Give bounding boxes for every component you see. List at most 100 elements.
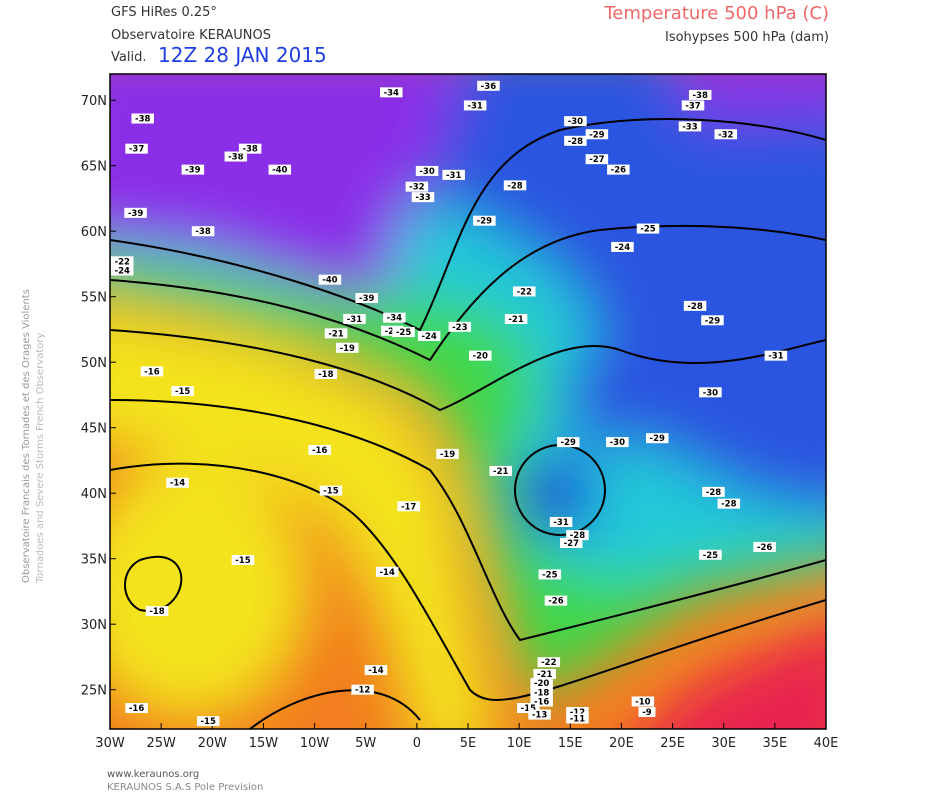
label-box <box>343 313 366 324</box>
label-text: -14 <box>380 568 395 578</box>
label-box <box>364 665 388 676</box>
temperature-label: -25 <box>538 569 562 580</box>
valid-label: Valid. <box>111 50 146 65</box>
y-tick-label: 70N <box>81 94 107 109</box>
label-box <box>318 274 342 285</box>
temperature-label: -25 <box>636 223 660 235</box>
temperature-label: -19 <box>336 342 359 354</box>
temperature-label: -22 <box>537 657 561 668</box>
label-box <box>701 315 724 326</box>
label-box <box>528 709 551 720</box>
y-tick-label: 50N <box>81 356 107 371</box>
temperature-label: -21 <box>489 465 512 477</box>
x-tick-label: 40E <box>814 736 839 751</box>
label-text: -39 <box>359 294 374 304</box>
label-text: -39 <box>185 166 200 176</box>
label-box <box>503 180 527 191</box>
temperature-label: -22 <box>513 286 536 297</box>
isohypses <box>110 118 826 729</box>
temperature-label: -31 <box>549 517 573 528</box>
label-box <box>607 164 630 175</box>
label-text: -14 <box>368 666 383 676</box>
label-text: -16 <box>129 704 144 714</box>
label-box <box>699 549 722 560</box>
label-text: -21 <box>328 329 343 339</box>
label-box <box>645 433 669 444</box>
label-text: -15 <box>521 704 536 714</box>
label-box <box>544 595 568 606</box>
temperature-label: -33 <box>678 121 702 132</box>
label-text: -22 <box>541 658 556 668</box>
label-text: -40 <box>272 166 287 176</box>
temperature-label: -28 <box>717 498 741 510</box>
label-box <box>380 87 403 98</box>
label-box <box>125 143 148 154</box>
label-box <box>681 100 705 111</box>
label-text: -28 <box>721 500 736 510</box>
temperature-label: -26 <box>544 595 568 607</box>
label-text: -18 <box>534 688 549 698</box>
x-tick-label: 35E <box>762 736 787 751</box>
label-box <box>717 498 741 509</box>
temperature-label: -31 <box>442 169 465 181</box>
temperature-label: -29 <box>585 129 609 140</box>
label-box <box>477 80 500 91</box>
label-box <box>636 223 660 234</box>
label-box <box>469 350 492 361</box>
temperature-label: -17 <box>397 501 420 512</box>
label-box <box>314 368 338 379</box>
label-text: -33 <box>415 193 430 203</box>
label-box <box>530 678 553 689</box>
label-box <box>392 327 415 338</box>
temperature-label: -20 <box>469 350 492 362</box>
y-tick-label: 65N <box>81 160 107 175</box>
label-text: -21 <box>537 670 552 680</box>
temperature-label: -15 <box>171 386 194 397</box>
label-text: -24 <box>615 243 630 253</box>
label-text: -15 <box>323 487 338 497</box>
label-text: -15 <box>235 556 250 566</box>
label-text: -18 <box>149 607 164 617</box>
y-tick-label: 55N <box>81 291 107 306</box>
temperature-label: -39 <box>355 293 378 304</box>
label-text: -29 <box>705 316 720 326</box>
label-box <box>537 657 561 668</box>
label-text: -29 <box>561 438 576 448</box>
temperature-label: -38 <box>131 113 154 125</box>
temperature-label: -31 <box>343 313 366 325</box>
footer-text: KERAUNOS S.A.S Pole Prevision <box>107 782 263 793</box>
label-box <box>463 100 487 111</box>
temperature-label: -28 <box>566 530 589 541</box>
label-text: -28 <box>507 181 522 191</box>
temperature-label: -30 <box>415 165 439 177</box>
label-text: -28 <box>687 302 702 312</box>
label-box <box>238 143 262 154</box>
label-text: -29 <box>589 130 604 140</box>
label-text: -28 <box>568 137 583 147</box>
label-text: -26 <box>611 166 626 176</box>
map-title: Temperature 500 hPa (C) <box>603 3 829 24</box>
temperature-label: -14 <box>166 477 189 489</box>
x-tick-label: 10E <box>507 736 532 751</box>
label-text: -29 <box>477 217 492 227</box>
x-tick-label: 0 <box>413 736 421 751</box>
x-tick-label: 15E <box>558 736 583 751</box>
label-box <box>606 437 629 448</box>
label-box <box>517 703 540 714</box>
temperature-label: -32 <box>405 181 429 193</box>
label-box <box>196 716 220 727</box>
label-box <box>566 713 589 724</box>
label-text: -34 <box>387 314 402 324</box>
temperature-label: -39 <box>181 164 205 176</box>
temperature-label: -39 <box>124 207 147 219</box>
label-box <box>417 331 441 341</box>
x-tick-label: 25E <box>660 736 685 751</box>
temperature-label: -22 <box>111 256 134 267</box>
temperature-label: -15 <box>196 716 220 727</box>
temperature-label: -31 <box>463 100 487 111</box>
label-text: -33 <box>682 122 697 132</box>
temperature-label: -24 <box>111 265 134 277</box>
label-box <box>436 448 459 459</box>
temperature-label: -28 <box>702 486 725 498</box>
label-box <box>678 121 702 132</box>
